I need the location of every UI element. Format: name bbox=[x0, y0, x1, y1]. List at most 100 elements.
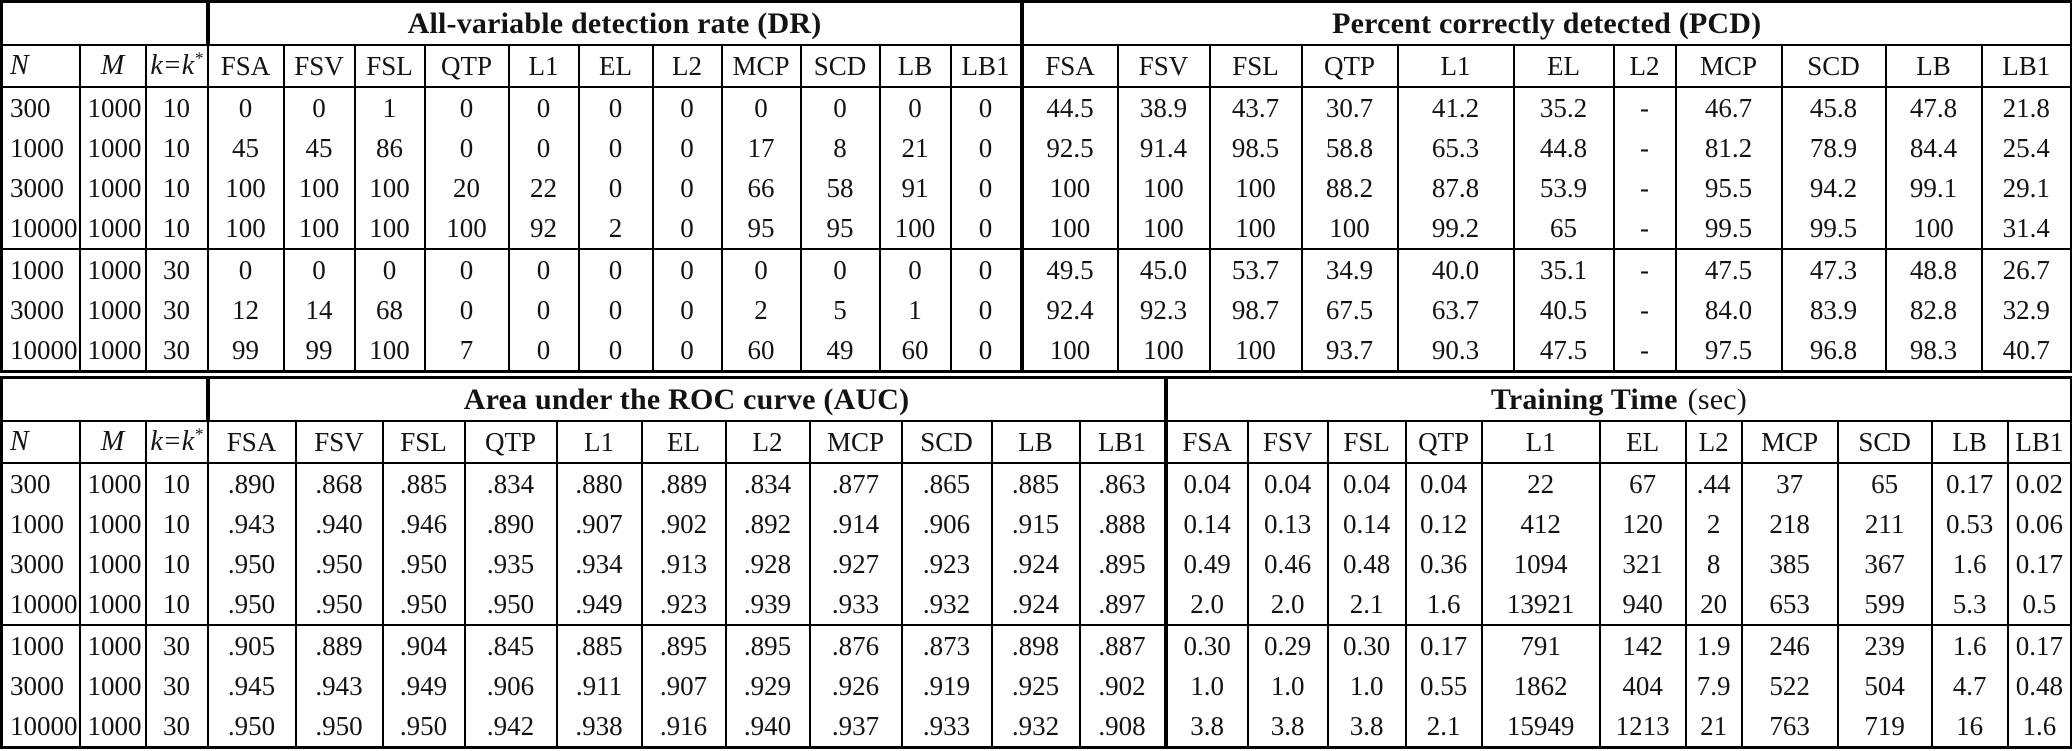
cell: 21 bbox=[1684, 706, 1742, 748]
col-header-fsa-left: FSA bbox=[206, 45, 284, 88]
corner-cell bbox=[1, 1, 208, 46]
cell: 100 bbox=[1300, 208, 1398, 249]
cell: 15949 bbox=[1480, 706, 1600, 748]
cell-n: 3000 bbox=[10, 549, 64, 579]
cell: - bbox=[1612, 290, 1676, 330]
col-header-lb-left: LB bbox=[990, 421, 1080, 464]
cell: .943 bbox=[206, 504, 296, 544]
table-row: 1000 1000 30 0 0 0 0 0 0 0 0 0 0 0 49.5 45.0 53.7 34.9 40.… bbox=[2, 249, 2072, 290]
cell: 1.6 bbox=[1404, 584, 1482, 625]
cell: 21.8 bbox=[1980, 87, 2072, 128]
cell: 0 bbox=[577, 290, 653, 330]
cell: .834 bbox=[463, 463, 557, 504]
cell: .950 bbox=[206, 706, 296, 748]
cell: 1094 bbox=[1480, 544, 1600, 584]
cell: 0 bbox=[651, 128, 722, 168]
cell: 97.5 bbox=[1674, 330, 1782, 372]
cell-n: 1000 bbox=[10, 631, 64, 661]
cell: 1.9 bbox=[1684, 625, 1742, 666]
cell: 763 bbox=[1740, 706, 1838, 748]
col-header-lb-right: LB bbox=[1930, 421, 2008, 464]
cell: .902 bbox=[1078, 666, 1166, 706]
cell: 0 bbox=[423, 290, 509, 330]
table-row: 1000 1000 10 45 45 86 0 0 0 0 17 8 21 0 92.5 91.4 98.5 58… bbox=[2, 128, 2072, 168]
cell-m: 1000 bbox=[78, 87, 146, 128]
cell: 45.8 bbox=[1780, 87, 1886, 128]
cell: 100 bbox=[353, 208, 425, 249]
table-row: 3000 1000 30 12 14 68 0 0 0 0 2 5 1 0 92.4 92.3 98.7 67.5… bbox=[2, 290, 2072, 330]
cell: 0 bbox=[282, 249, 355, 290]
cell: 1.6 bbox=[1930, 544, 2008, 584]
training-time-label: Training Time bbox=[1490, 382, 1678, 416]
k-star-superscript: * bbox=[194, 424, 203, 444]
cell: .925 bbox=[990, 666, 1080, 706]
cell: .934 bbox=[555, 544, 642, 584]
cell: .845 bbox=[463, 625, 557, 666]
cell: 100 bbox=[206, 208, 284, 249]
cell: .928 bbox=[724, 544, 810, 584]
cell: .933 bbox=[900, 706, 992, 748]
cell-n: 3000 bbox=[10, 295, 64, 325]
cell: 0 bbox=[282, 87, 355, 128]
cell: 83.9 bbox=[1780, 290, 1886, 330]
cell: 67 bbox=[1598, 463, 1686, 504]
cell: 0 bbox=[353, 249, 425, 290]
cell: 47.3 bbox=[1780, 249, 1886, 290]
section-title-training-time: Training Time (sec) bbox=[1163, 377, 2072, 422]
cell: 0 bbox=[423, 249, 509, 290]
column-header-row: N M k=k* FSA FSV FSL QTP L1 EL L2 MCP SCD LB LB1 FS… bbox=[1, 45, 2072, 88]
cell-n: 10000 bbox=[10, 335, 78, 365]
cell: .950 bbox=[206, 584, 296, 625]
cell: 0 bbox=[507, 330, 579, 372]
column-header-row: N M k=k* FSA FSV FSL QTP L1 EL L2 MCP SCD LB LB1 FS… bbox=[1, 421, 2072, 464]
cell: 100 bbox=[1019, 330, 1118, 372]
dr-pcd-table: All-variable detection rate (DR) Percent… bbox=[0, 0, 2072, 373]
cell: .907 bbox=[640, 666, 726, 706]
cell: 940 bbox=[1598, 584, 1686, 625]
cell-m: 1000 bbox=[78, 504, 146, 544]
cell: 93.7 bbox=[1300, 330, 1398, 372]
cell: 0.5 bbox=[2006, 584, 2072, 625]
cell: .950 bbox=[294, 584, 383, 625]
cell: 0.17 bbox=[1930, 463, 2008, 504]
cell: .890 bbox=[206, 463, 296, 504]
col-header-mcp-right: MCP bbox=[1674, 45, 1782, 88]
cell: 0.48 bbox=[1326, 544, 1406, 584]
cell: 100 bbox=[423, 208, 509, 249]
cell: 0 bbox=[949, 168, 1022, 208]
col-header-l2-left: L2 bbox=[651, 45, 722, 88]
cell: .950 bbox=[206, 544, 296, 584]
section-band: Area under the ROC curve (AUC) Training … bbox=[1, 377, 2072, 422]
cell-n: 3000 bbox=[10, 671, 64, 701]
cell: .906 bbox=[463, 666, 557, 706]
cell: .906 bbox=[900, 504, 992, 544]
cell: 211 bbox=[1836, 504, 1932, 544]
cell: .923 bbox=[640, 584, 726, 625]
cell: 44.8 bbox=[1512, 128, 1614, 168]
cell: 45.0 bbox=[1116, 249, 1210, 290]
cell: 239 bbox=[1836, 625, 1932, 666]
cell: 63.7 bbox=[1396, 290, 1514, 330]
cell-n: 10000 bbox=[10, 589, 78, 619]
cell: 82.8 bbox=[1884, 290, 1982, 330]
cell: 17 bbox=[720, 128, 801, 168]
training-time-unit: (sec) bbox=[1687, 382, 1747, 416]
cell-k: 30 bbox=[144, 625, 208, 666]
cell: 5.3 bbox=[1930, 584, 2008, 625]
col-header-qtp-left: QTP bbox=[463, 421, 557, 464]
cell: 599 bbox=[1836, 584, 1932, 625]
col-header-scd-right: SCD bbox=[1836, 421, 1932, 464]
cell-n: 10000 bbox=[10, 711, 78, 741]
cell: 100 bbox=[282, 168, 355, 208]
cell: 100 bbox=[1884, 208, 1982, 249]
cell: 94.2 bbox=[1780, 168, 1886, 208]
cell: .942 bbox=[463, 706, 557, 748]
cell: 92.5 bbox=[1019, 128, 1118, 168]
cell: 92.4 bbox=[1019, 290, 1118, 330]
cell: .890 bbox=[463, 504, 557, 544]
cell: 0 bbox=[878, 87, 951, 128]
cell: .905 bbox=[206, 625, 296, 666]
col-header-fsa-right: FSA bbox=[1163, 421, 1248, 464]
k-star-superscript: * bbox=[194, 48, 203, 68]
col-header-fsl-left: FSL bbox=[381, 421, 465, 464]
